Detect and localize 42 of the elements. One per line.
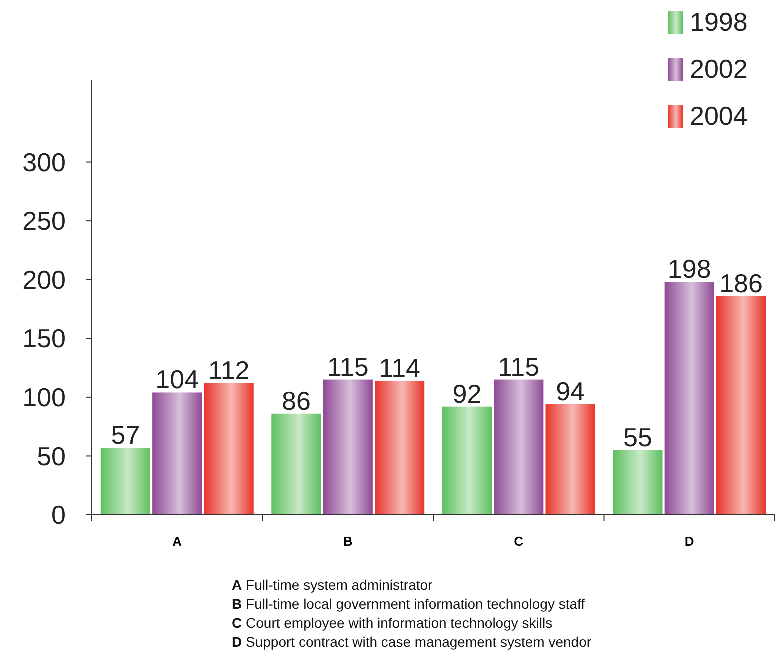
bar xyxy=(546,404,596,515)
bar xyxy=(204,383,254,515)
data-label: 115 xyxy=(327,352,369,382)
bar xyxy=(152,392,202,515)
text: C Court employee with information technology skills xyxy=(232,615,553,631)
x-tick-label: C xyxy=(514,534,524,549)
x-tick-label: D xyxy=(684,534,694,549)
y-tick-label: 150 xyxy=(22,324,66,354)
data-label: 86 xyxy=(282,386,311,416)
data-label: 115 xyxy=(498,352,540,382)
data-label: 112 xyxy=(208,355,250,386)
y-tick-label: 50 xyxy=(37,441,66,472)
bar xyxy=(100,448,151,515)
y-tick-label: 300 xyxy=(22,147,66,178)
bar xyxy=(664,282,714,515)
legend-label: 1998 xyxy=(690,7,748,38)
text: D Support contract with case management system vendor xyxy=(232,634,592,650)
bar xyxy=(323,380,373,515)
bar xyxy=(494,380,544,515)
text: A Full-time system administrator xyxy=(232,577,434,593)
legend-label: 2004 xyxy=(690,101,748,132)
x-tick-label: B xyxy=(343,534,353,549)
data-label: 104 xyxy=(156,364,200,395)
data-label: 186 xyxy=(720,268,763,298)
data-label: 114 xyxy=(379,352,421,383)
bar xyxy=(442,406,492,515)
data-label: 57 xyxy=(111,420,140,450)
data-label: 198 xyxy=(668,254,712,284)
y-tick-label: 200 xyxy=(22,264,66,295)
data-label: 92 xyxy=(452,378,482,409)
bar xyxy=(613,450,663,515)
y-tick-label: 100 xyxy=(22,382,66,413)
y-tick-label: 250 xyxy=(22,206,66,236)
legend-label: 2002 xyxy=(690,54,748,84)
text: B Full-time local government information technology staff xyxy=(232,596,586,612)
data-label: 55 xyxy=(623,422,652,452)
bar xyxy=(272,414,322,515)
x-tick-label: A xyxy=(172,534,183,549)
bar xyxy=(374,380,425,515)
bar xyxy=(716,296,766,515)
data-label: 94 xyxy=(556,376,586,406)
y-tick-label: 0 xyxy=(52,500,66,530)
